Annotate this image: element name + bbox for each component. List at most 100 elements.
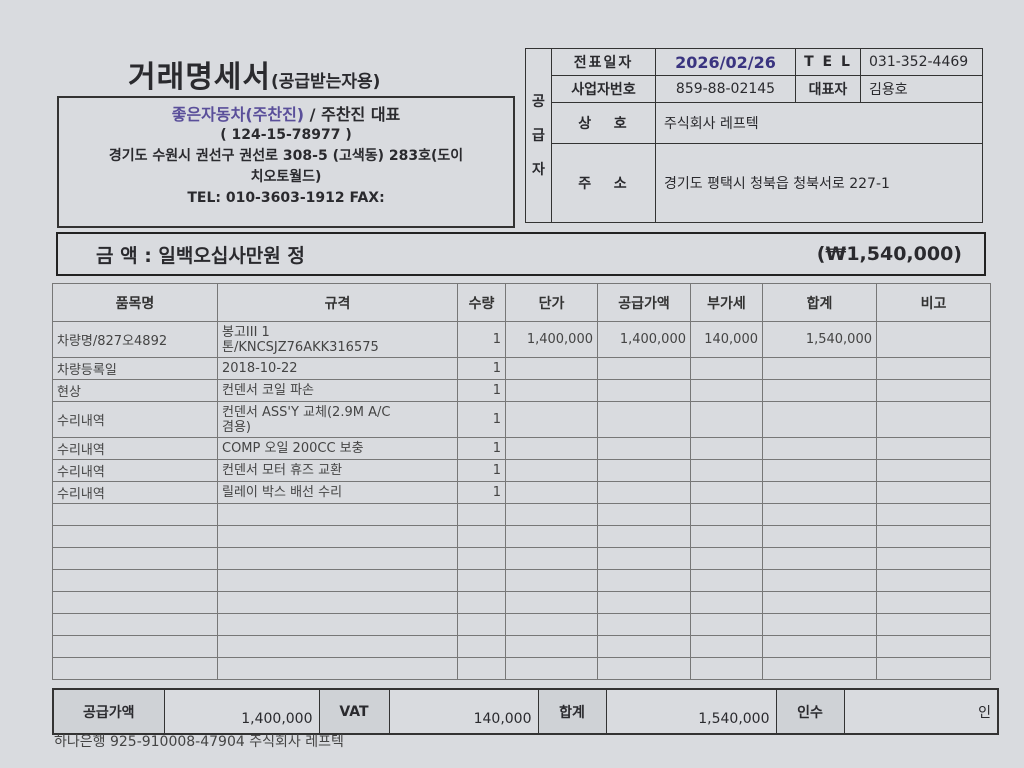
table-cell xyxy=(457,525,506,548)
table-cell xyxy=(597,459,691,482)
supplier-address: 경기도 평택시 청북읍 청북서로 227-1 xyxy=(655,143,983,223)
table-cell xyxy=(876,613,991,636)
table-cell xyxy=(217,635,458,658)
table-cell xyxy=(505,437,598,460)
table-cell xyxy=(597,503,691,526)
table-row: 차량명/827오4892 봉고III 1 톤/KNCSJZ76AKK316575 1… xyxy=(52,321,991,358)
buyer-contact: TEL: 010-3603-1912 FAX: xyxy=(187,190,385,206)
table-cell xyxy=(505,569,598,592)
table-cell: 차량명/827오4892 xyxy=(52,321,218,358)
table-cell xyxy=(762,547,877,570)
table-row: 차량등록일 2018-10-22 1 xyxy=(52,357,991,380)
table-cell: 1,540,000 xyxy=(762,321,877,358)
table-cell xyxy=(505,357,598,380)
table-cell xyxy=(762,591,877,614)
table-cell xyxy=(690,635,763,658)
title-text: 거래명세서 xyxy=(128,60,271,95)
table-cell xyxy=(876,635,991,658)
table-cell xyxy=(505,401,598,438)
table-row: 수리내역 컨덴서 모터 휴즈 교환 1 xyxy=(52,459,991,482)
rep-value: 김용호 xyxy=(860,75,983,103)
table-cell xyxy=(876,657,991,680)
table-cell xyxy=(457,657,506,680)
table-cell: 1 xyxy=(457,401,506,438)
supplier-name: 주식회사 레프텍 xyxy=(655,102,983,144)
table-cell xyxy=(876,401,991,438)
table-cell xyxy=(457,547,506,570)
table-cell xyxy=(876,321,991,358)
table-cell xyxy=(876,503,991,526)
table-cell xyxy=(505,635,598,658)
table-cell xyxy=(597,569,691,592)
biz-no: 859-88-02145 xyxy=(655,75,796,103)
table-cell: 수리내역 xyxy=(52,481,218,504)
column-header: 비고 xyxy=(876,283,991,322)
table-cell xyxy=(457,569,506,592)
bank-account-footer: 하나은행 925-910008-47904 주식회사 레프텍 xyxy=(54,734,344,750)
table-cell: 컨덴서 코일 파손 xyxy=(217,379,458,402)
table-cell xyxy=(876,481,991,504)
table-cell xyxy=(52,613,218,636)
table-cell xyxy=(457,503,506,526)
vat-value: 140,000 xyxy=(388,688,539,735)
empty-row xyxy=(52,591,991,614)
buyer-rep: / 주찬진 대표 xyxy=(304,105,401,124)
table-cell xyxy=(52,547,218,570)
table-cell xyxy=(762,401,877,438)
column-header: 품목명 xyxy=(52,283,218,322)
date-label: 전표일자 xyxy=(551,48,656,76)
table-cell xyxy=(217,657,458,680)
table-cell xyxy=(597,481,691,504)
table-cell: 1 xyxy=(457,321,506,358)
table-cell xyxy=(597,547,691,570)
table-cell xyxy=(597,379,691,402)
table-cell: 차량등록일 xyxy=(52,357,218,380)
receiver-seal: 인 xyxy=(843,688,999,735)
table-cell xyxy=(597,591,691,614)
tel-label: T E L xyxy=(795,48,861,76)
table-cell xyxy=(690,657,763,680)
table-cell xyxy=(762,459,877,482)
table-cell xyxy=(690,401,763,438)
table-row: 수리내역 릴레이 박스 배선 수리 1 xyxy=(52,481,991,504)
table-cell xyxy=(597,525,691,548)
table-cell: 1 xyxy=(457,437,506,460)
table-cell xyxy=(690,525,763,548)
table-row: 현상 컨덴서 코일 파손 1 xyxy=(52,379,991,402)
table-cell xyxy=(505,459,598,482)
table-cell xyxy=(457,635,506,658)
table-row: 수리내역 COMP 오일 200CC 보충 1 xyxy=(52,437,991,460)
table-cell: 1 xyxy=(457,481,506,504)
rep-label: 대표자 xyxy=(795,75,861,103)
table-cell xyxy=(690,503,763,526)
items-table: 품목명 규격 수량 단가 공급가액 부가세 합계 비고 차량명/827오4892 봉고III 1… xyxy=(52,283,991,680)
table-cell xyxy=(505,379,598,402)
table-cell xyxy=(52,525,218,548)
table-cell: 봉고III 1 톤/KNCSJZ76AKK316575 xyxy=(217,321,458,358)
table-cell xyxy=(762,357,877,380)
column-header: 합계 xyxy=(762,283,877,322)
empty-row xyxy=(52,525,991,548)
table-cell xyxy=(876,569,991,592)
buyer-box: 좋은자동차(주찬진) / 주찬진 대표 ( 124-15-78977 ) 경기도… xyxy=(57,96,515,228)
biz-label: 사업자번호 xyxy=(551,75,656,103)
column-header: 부가세 xyxy=(690,283,763,322)
empty-row xyxy=(52,503,991,526)
table-cell xyxy=(217,569,458,592)
table-cell xyxy=(597,437,691,460)
name-label: 상 호 xyxy=(551,102,656,144)
table-cell xyxy=(597,657,691,680)
table-cell xyxy=(217,547,458,570)
table-cell: 1,400,000 xyxy=(505,321,598,358)
table-cell xyxy=(690,357,763,380)
supply-label: 공급가액 xyxy=(52,688,165,735)
table-cell: 현상 xyxy=(52,379,218,402)
table-cell xyxy=(505,481,598,504)
supply-value: 1,400,000 xyxy=(163,688,320,735)
sum-value: 1,540,000 xyxy=(605,688,777,735)
table-cell xyxy=(597,635,691,658)
table-cell: 수리내역 xyxy=(52,437,218,460)
buyer-name: 좋은자동차(주찬진) / 주찬진 대표 xyxy=(59,104,513,125)
table-cell: 컨덴서 모터 휴즈 교환 xyxy=(217,459,458,482)
